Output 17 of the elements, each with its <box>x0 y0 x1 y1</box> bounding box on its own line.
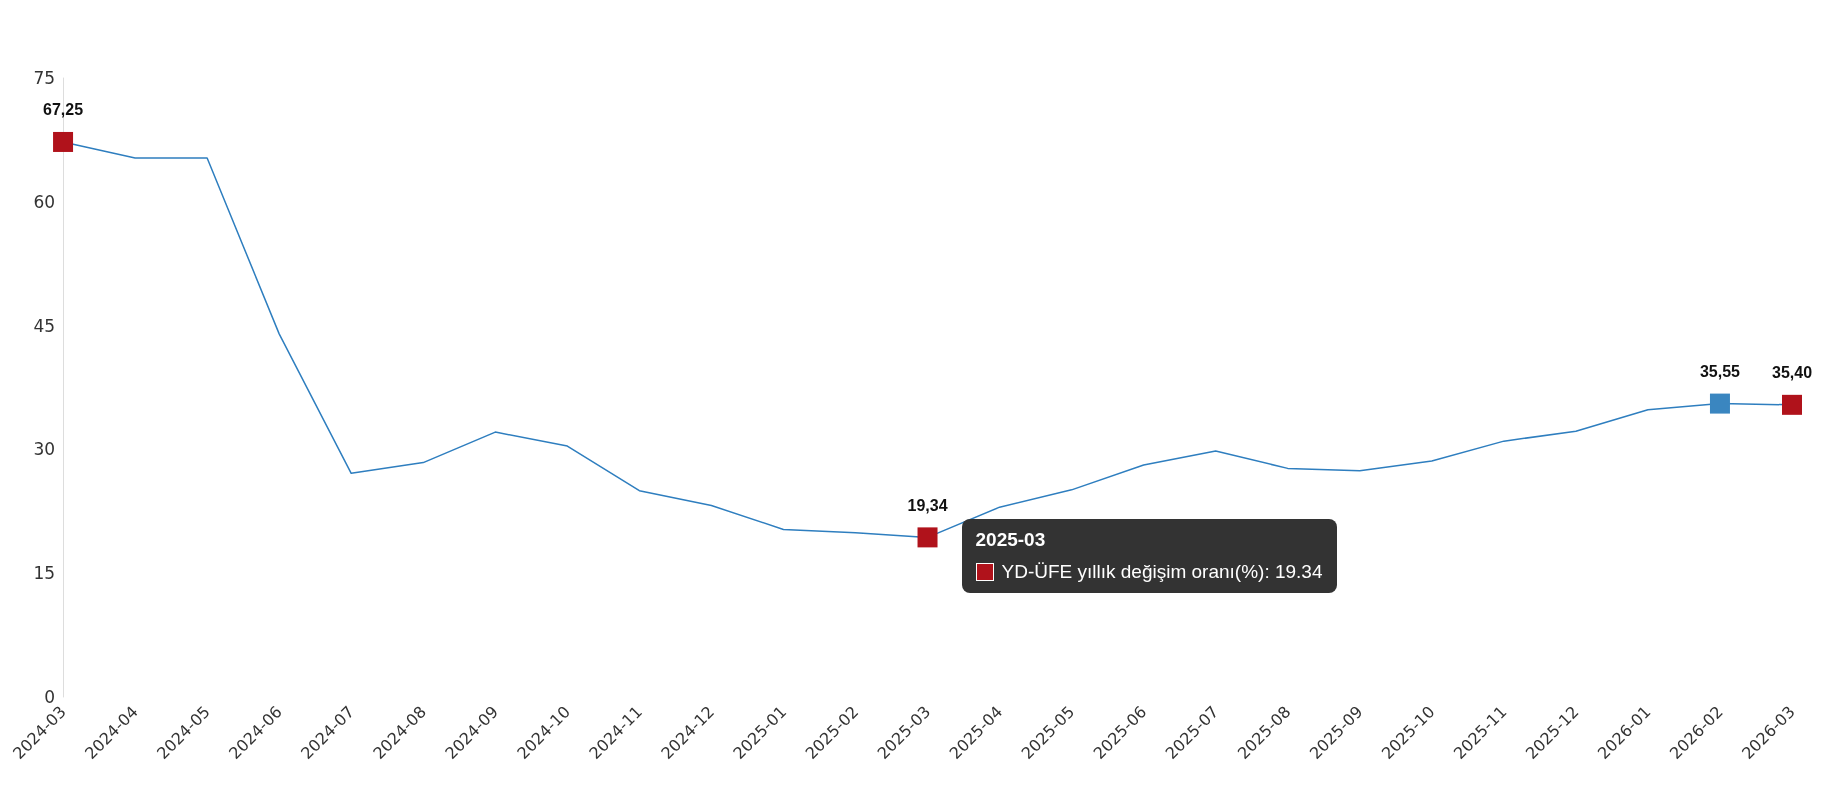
y-tick-label: 15 <box>33 563 56 584</box>
point <box>1782 394 1802 415</box>
y-tick-label: 0 <box>44 687 56 707</box>
point <box>53 131 74 152</box>
y-tick-label: 30 <box>33 439 56 460</box>
y-tick-label: 75 <box>33 68 56 88</box>
data-label: 19,34 <box>907 496 948 514</box>
annotation: YD-ÜFE yıllık değişim oranı(%): 19.34 <box>1001 561 1323 584</box>
tooltip-box: 2025-03 YD-ÜFE yıllık değişim oranı(%): 19.34 <box>961 519 1337 594</box>
y-tick-label: 60 <box>33 191 56 212</box>
data-label: 35,40 <box>1771 364 1813 382</box>
annotation: 2025-03 <box>975 529 1047 552</box>
data-label: 67,25 <box>43 101 84 119</box>
point <box>917 527 938 548</box>
data-label: 35,55 <box>1699 363 1741 381</box>
point <box>1709 393 1730 414</box>
y-tick-label: 45 <box>33 315 56 336</box>
